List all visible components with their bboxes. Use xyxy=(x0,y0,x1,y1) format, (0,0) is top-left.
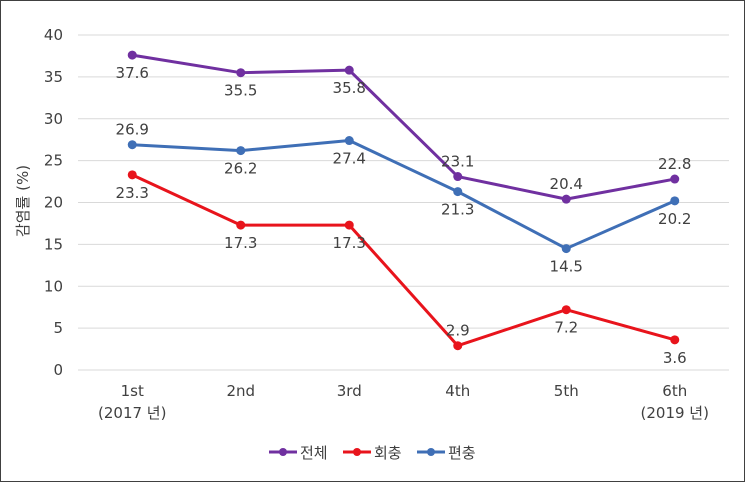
data-label: 35.8 xyxy=(333,79,366,97)
data-point xyxy=(236,220,246,230)
data-label: 3.6 xyxy=(663,349,687,367)
data-label: 23.3 xyxy=(116,184,149,202)
y-tick-label: 10 xyxy=(44,277,63,295)
legend: 전체 회충 편충 xyxy=(269,444,476,462)
data-point xyxy=(670,174,680,184)
data-label: 26.2 xyxy=(224,160,257,178)
y-axis-ticks: 0 5 10 15 20 25 30 35 40 xyxy=(44,26,63,379)
data-point xyxy=(344,220,354,230)
y-tick-label: 0 xyxy=(53,361,63,379)
data-point xyxy=(127,140,137,150)
data-point xyxy=(453,341,463,351)
gridlines xyxy=(78,34,729,371)
data-point xyxy=(561,305,571,315)
data-label: 23.1 xyxy=(441,153,474,171)
y-axis-label: 감염률 (%) xyxy=(14,165,32,237)
data-point xyxy=(344,65,354,75)
legend-marker xyxy=(353,448,361,456)
y-tick-label: 35 xyxy=(44,68,63,86)
legend-marker xyxy=(427,448,435,456)
series-line xyxy=(132,53,676,201)
data-label: 20.2 xyxy=(658,210,691,228)
x-tick-label: 6th xyxy=(662,382,687,400)
data-point xyxy=(561,194,571,204)
data-point xyxy=(127,170,137,180)
data-label: 26.9 xyxy=(116,121,149,139)
x-tick-label: 5th xyxy=(554,382,579,400)
y-tick-label: 25 xyxy=(44,152,63,170)
data-point xyxy=(127,50,137,60)
data-point xyxy=(236,146,246,156)
legend-item: 편충 xyxy=(417,444,476,462)
data-point xyxy=(670,196,680,206)
y-tick-label: 5 xyxy=(53,319,63,337)
data-label: 14.5 xyxy=(550,258,583,276)
x-tick-label: 2nd xyxy=(226,382,255,400)
data-point xyxy=(236,68,246,78)
data-label: 27.4 xyxy=(333,150,366,168)
legend-item: 전체 xyxy=(269,444,328,462)
y-tick-label: 15 xyxy=(44,235,63,253)
data-label: 7.2 xyxy=(554,319,578,337)
series-line xyxy=(131,173,676,348)
data-labels: 37.6 35.5 35.8 23.1 20.4 22.8 23.3 17.3 17.3 2.9 7… xyxy=(116,64,692,367)
legend-label: 회충 xyxy=(374,444,402,462)
data-label: 37.6 xyxy=(116,64,149,82)
y-tick-label: 40 xyxy=(44,26,63,44)
series-line xyxy=(132,139,676,251)
x-tick-label: 3rd xyxy=(337,382,362,400)
data-point xyxy=(453,187,463,197)
x-tick-label: (2019 년) xyxy=(641,404,709,422)
data-point xyxy=(453,172,463,182)
legend-label: 전체 xyxy=(300,444,328,462)
data-point xyxy=(344,136,354,146)
data-label: 2.9 xyxy=(446,322,470,340)
data-label: 22.8 xyxy=(658,155,691,173)
data-label: 17.3 xyxy=(333,234,366,252)
x-tick-label: 1st xyxy=(121,382,144,400)
series-group xyxy=(127,50,680,351)
data-label: 20.4 xyxy=(550,175,583,193)
x-tick-label: 4th xyxy=(445,382,470,400)
x-axis-ticks: 1st (2017 년) 2nd 3rd 4th 5th 6th (2019 년) xyxy=(98,382,709,422)
x-tick-label: (2017 년) xyxy=(98,404,166,422)
legend-label: 편충 xyxy=(448,444,476,462)
legend-marker xyxy=(279,448,287,456)
legend-item: 회충 xyxy=(343,444,402,462)
data-label: 35.5 xyxy=(224,82,257,100)
data-label: 21.3 xyxy=(441,201,474,219)
data-label: 17.3 xyxy=(224,234,257,252)
y-tick-label: 20 xyxy=(44,194,63,212)
data-point xyxy=(561,244,571,254)
y-tick-label: 30 xyxy=(44,110,63,128)
data-point xyxy=(670,335,680,345)
